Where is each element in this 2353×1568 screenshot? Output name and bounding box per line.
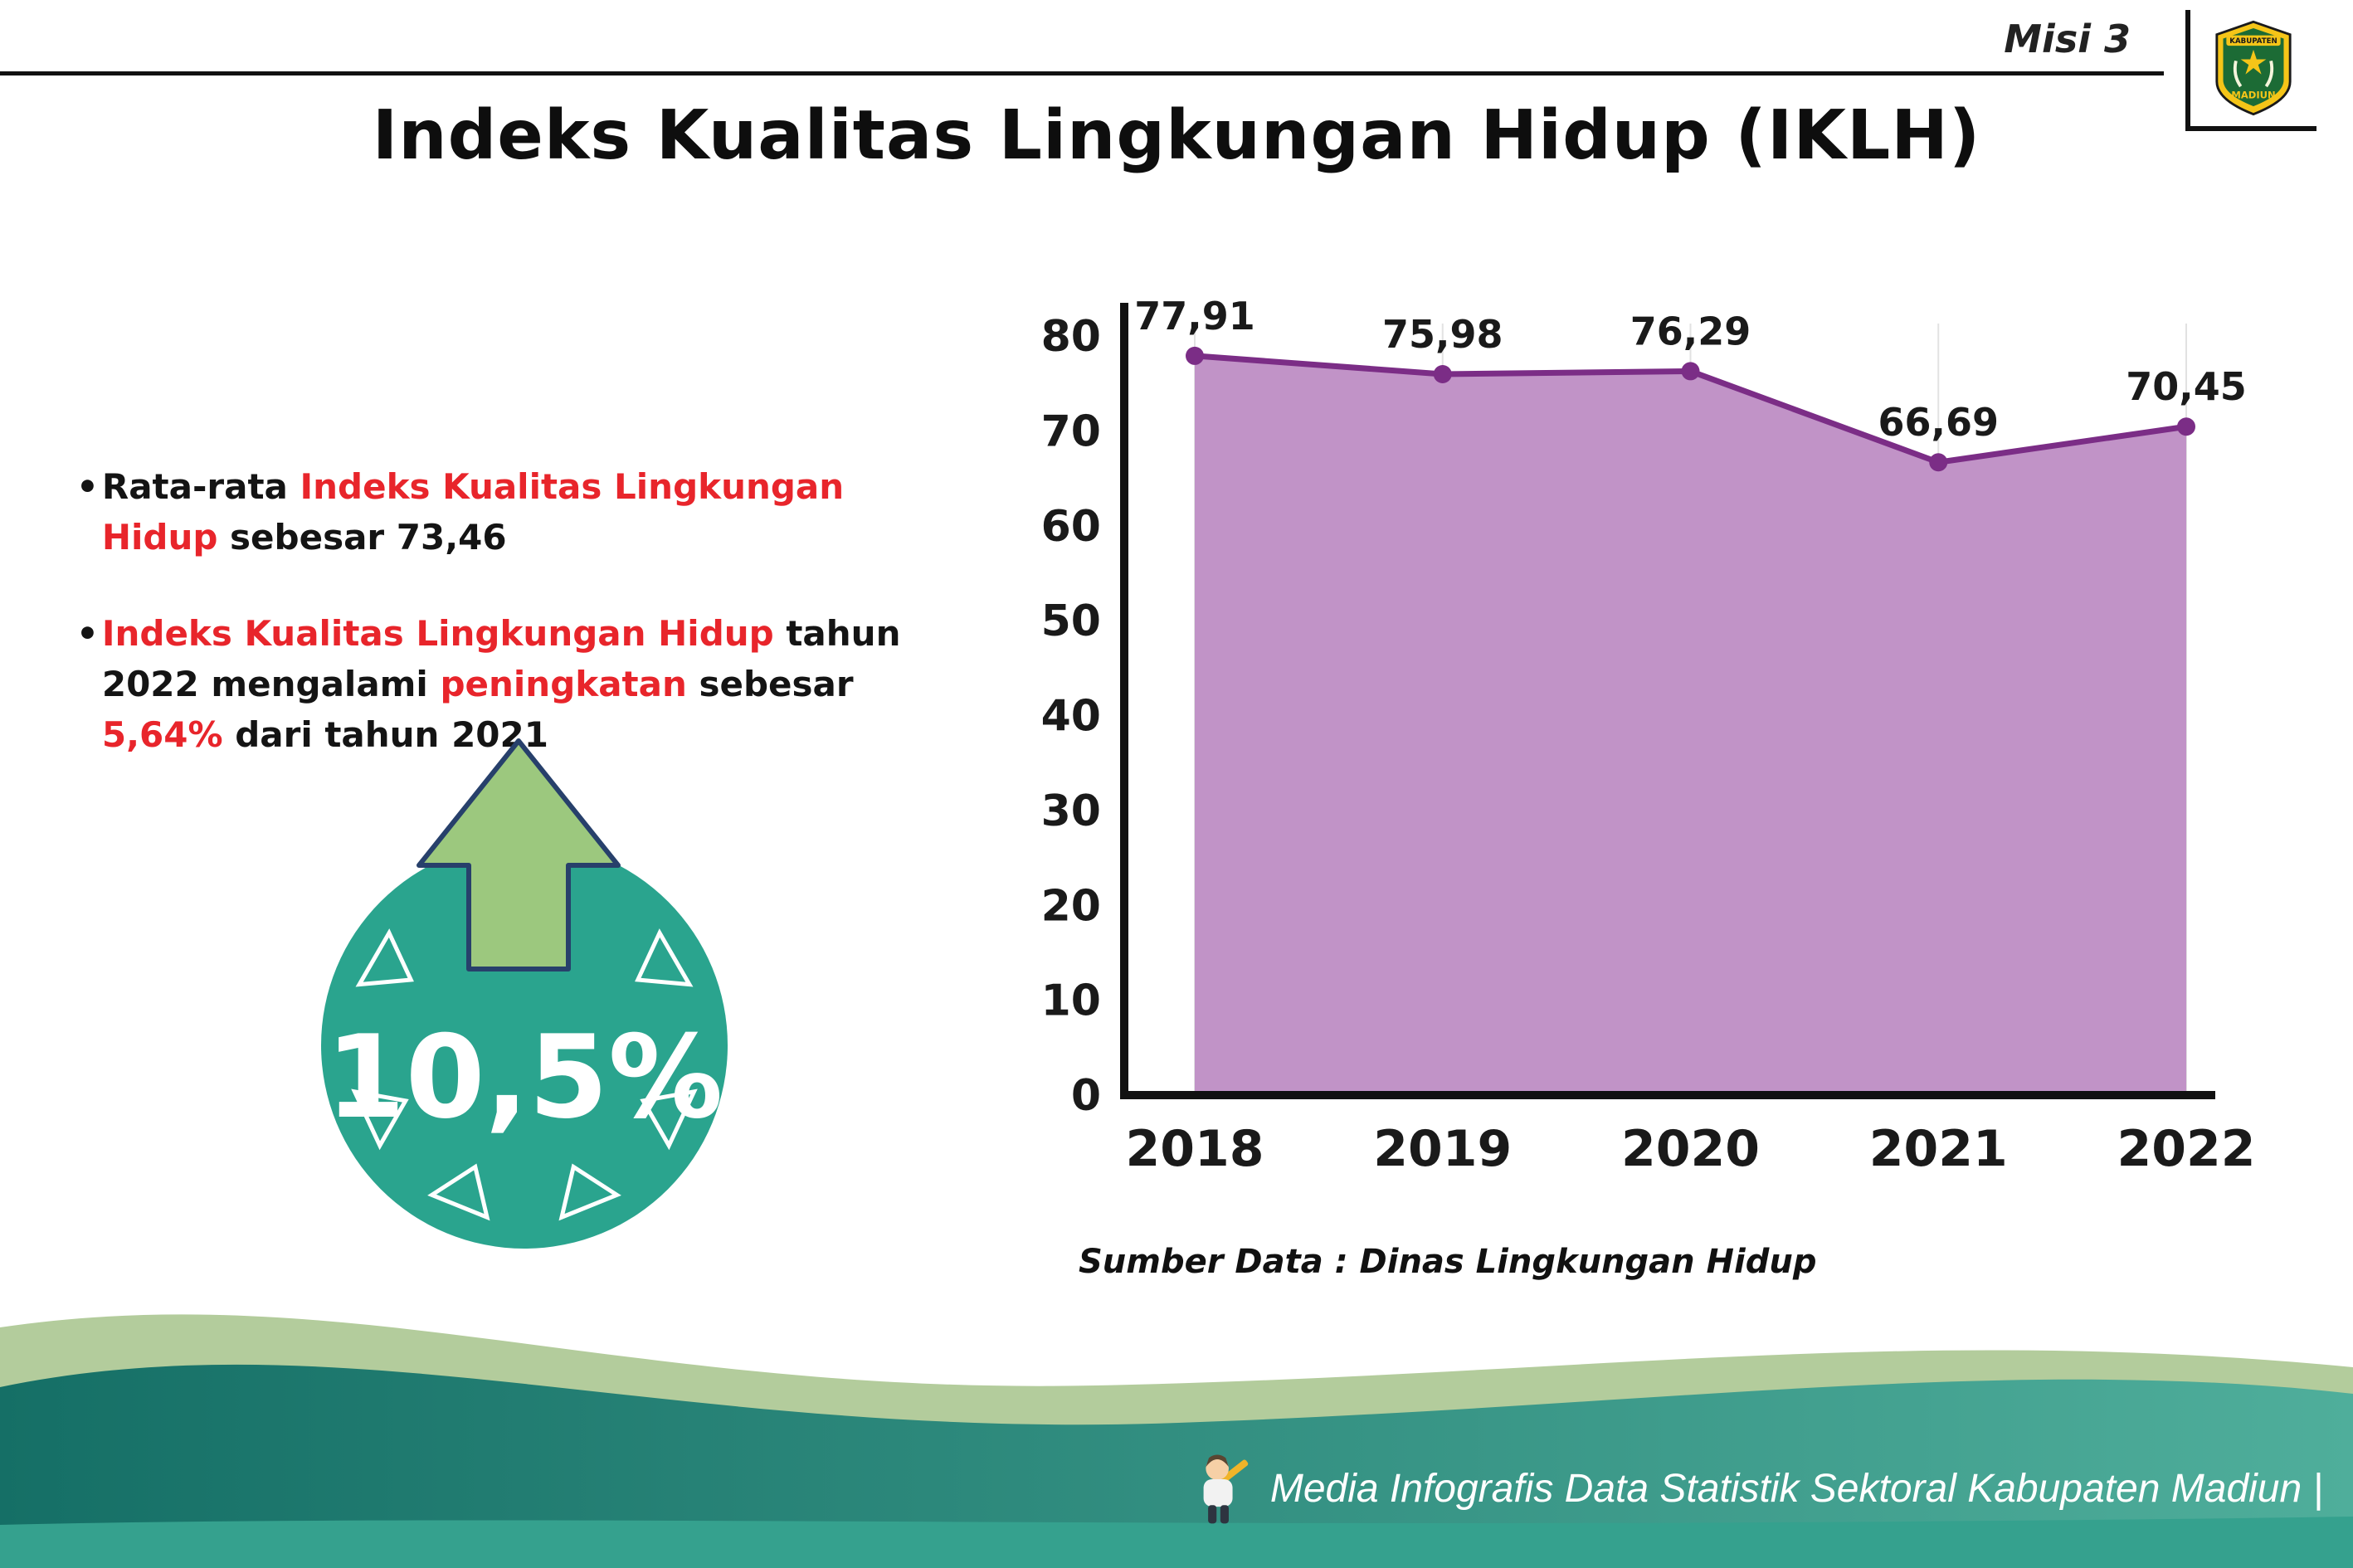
text-run-red: Indeks Kualitas Lingkungan Hidup [101, 466, 845, 558]
y-tick-label: 10 [1041, 976, 1101, 1026]
chart-area [1195, 355, 2186, 1095]
x-axis-label: 2021 [1869, 1120, 2008, 1178]
crest-rice-left [2233, 60, 2243, 88]
misi-label: Misi 3 [2004, 17, 2131, 61]
bullet-marker: • [76, 612, 99, 654]
text-run: Rata-rata [101, 466, 300, 507]
up-arrow-icon [417, 738, 621, 971]
crest-cotton-right [2264, 60, 2274, 88]
y-tick-label: 30 [1041, 786, 1101, 836]
header-rule [0, 71, 2164, 75]
crest-banner [2226, 35, 2281, 46]
y-tick-label: 80 [1041, 312, 1101, 362]
y-tick-label: 70 [1041, 407, 1101, 456]
x-axis-label: 2019 [1373, 1120, 1512, 1178]
bullet-average-iklh: • Rata-rata Indeks Kualitas Lingkungan H… [76, 461, 956, 563]
credit-text: Media Infografis Data Statistik Sektoral… [1269, 1466, 2323, 1511]
text-run: sebesar 73,46 [217, 517, 507, 558]
kabupaten-madiun-logo: KABUPATEN MADIUN [2185, 10, 2316, 131]
mascot-head [1206, 1457, 1229, 1480]
tick-triangle [635, 928, 694, 987]
bullet-marker: • [76, 466, 99, 507]
value-label: 75,98 [1382, 312, 1503, 357]
data-point [2177, 417, 2195, 436]
wave-bottom-band [0, 1517, 2353, 1568]
text-run: tahun 2022 mengalami [101, 612, 901, 704]
value-label: 77,91 [1134, 294, 1255, 338]
crest-text-madiun: MADIUN [2231, 89, 2275, 100]
value-label: 76,29 [1630, 309, 1751, 353]
value-label: 70,45 [2126, 364, 2247, 409]
crest-icon: KABUPATEN MADIUN [2215, 20, 2292, 116]
data-point [1186, 346, 1204, 365]
x-axis-label: 2020 [1621, 1120, 1760, 1178]
y-tick-label: 50 [1041, 597, 1101, 646]
y-tick-label: 60 [1041, 502, 1101, 552]
data-point [1681, 362, 1700, 381]
pencil-icon [1221, 1459, 1249, 1483]
iklh-area-chart: 77,91 75,98 76,29 66,69 70,45 0 10 20 30 40 50 60 70… [1041, 294, 2253, 1178]
summary-text: • Rata-rata Indeks Kualitas Lingkungan H… [76, 461, 956, 806]
source-note: Sumber Data : Dinas Lingkungan Hidup [1079, 1243, 1817, 1281]
mascot-leg [1207, 1505, 1217, 1524]
mascot-body [1203, 1478, 1233, 1507]
crest-text-kabupaten: KABUPATEN [2229, 37, 2277, 46]
y-tick-label: 0 [1071, 1071, 1101, 1121]
bullet-text: Indeks Kualitas Lingkungan Hidup tahun 2… [102, 608, 956, 761]
text-run: sebesar [686, 663, 854, 704]
badge-circle [321, 842, 728, 1249]
mascot-leg [1220, 1505, 1229, 1524]
badge-value: 10,5% [326, 1010, 723, 1144]
value-label: 66,69 [1878, 400, 1999, 445]
x-axis-label: 2018 [1126, 1120, 1264, 1178]
text-run: dari tahun 2021 [222, 714, 548, 756]
bullet-text: Rata-rata Indeks Kualitas Lingkungan Hid… [102, 461, 956, 563]
y-tick-label: 40 [1041, 692, 1101, 742]
y-tick-label: 20 [1041, 881, 1101, 931]
page-title: Indeks Kualitas Lingkungan Hidup (IKLH) [372, 96, 1981, 175]
tick-triangle [351, 1088, 409, 1151]
text-run-red: peningkatan [440, 663, 687, 704]
text-run-red: 5,64% [101, 714, 223, 756]
tick-triangle [640, 1088, 698, 1151]
text-run-red: Indeks Kualitas Lingkungan Hidup [101, 612, 774, 654]
wave-teal [0, 1364, 2353, 1568]
mascot-icon [1203, 1454, 1249, 1524]
tick-triangle [427, 1163, 490, 1221]
x-axis-label: 2022 [2117, 1120, 2253, 1178]
tick-triangle [355, 928, 414, 987]
data-point [1433, 364, 1452, 383]
increase-badge: 10,5% [321, 738, 728, 1249]
footer-credit: Media Infografis Data Statistik Sektoral… [1181, 1450, 2323, 1527]
tick-triangle [558, 1163, 621, 1221]
bullet-increase-2022: • Indeks Kualitas Lingkungan Hidup tahun… [76, 608, 956, 761]
mascot-hair [1206, 1454, 1229, 1468]
crest-star [2240, 49, 2267, 75]
footer-wave [0, 1314, 2353, 1568]
data-point [1929, 453, 1948, 472]
